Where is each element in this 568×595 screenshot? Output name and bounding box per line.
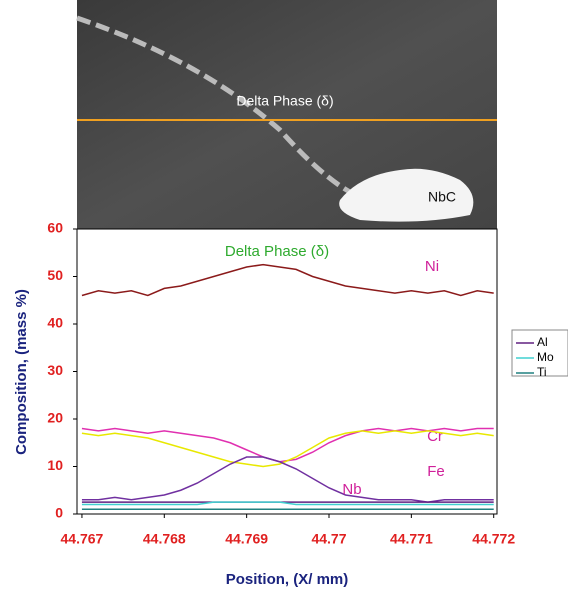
x-tick-label: 44.77 (311, 531, 346, 547)
series-label: Fe (427, 463, 445, 480)
x-tick-label: 44.769 (225, 531, 268, 547)
micrograph-label: NbC (428, 189, 456, 205)
legend-label: Mo (537, 350, 554, 364)
x-tick-label: 44.771 (390, 531, 433, 547)
chart: Delta Phase (δ) Position, (X/ mm) Compos… (13, 220, 568, 588)
micrograph-label: Delta Phase (δ) (236, 93, 333, 109)
x-axis-label: Position, (X/ mm) (226, 571, 349, 588)
series-label: Nb (342, 481, 361, 498)
y-axis-label: Composition, (mass %) (13, 289, 30, 455)
y-tick-label: 10 (47, 457, 63, 473)
micrograph: Delta Phase (δ) NbC (77, 0, 497, 230)
y-tick-label: 60 (47, 220, 63, 236)
legend-label: Ti (537, 365, 547, 379)
y-tick-label: 50 (47, 267, 63, 283)
figure: Delta Phase (δ) NbC Delta Phase (δ) Posi… (0, 0, 568, 595)
x-tick-label: 44.768 (143, 531, 186, 547)
annotation: Delta Phase (δ) (225, 243, 329, 260)
x-tick-label: 44.767 (61, 531, 104, 547)
x-tick-label: 44.772 (472, 531, 515, 547)
y-tick-label: 40 (47, 315, 63, 331)
y-tick-label: 30 (47, 362, 63, 378)
series-label: Ni (425, 258, 439, 275)
y-tick-label: 0 (55, 505, 63, 521)
legend-label: Al (537, 335, 548, 349)
y-tick-label: 20 (47, 410, 63, 426)
